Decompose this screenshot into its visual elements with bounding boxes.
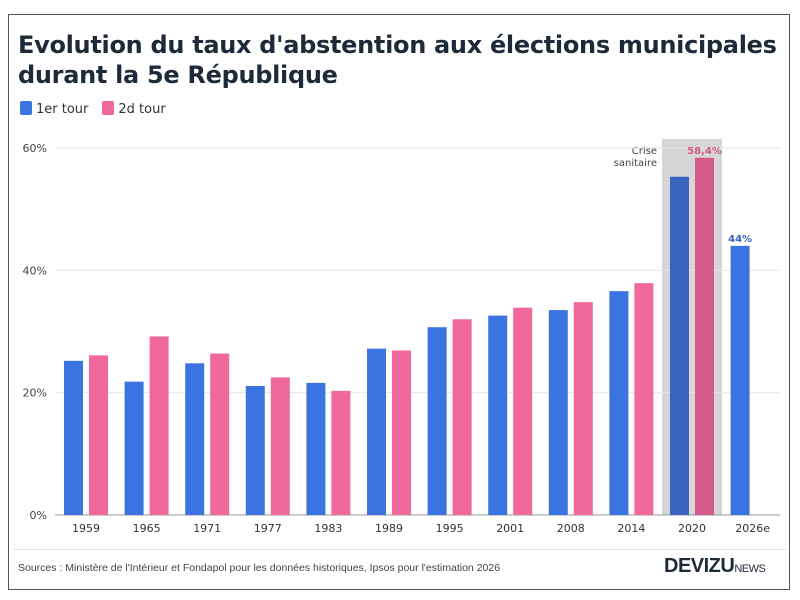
bar-1971-2d xyxy=(210,353,230,515)
bar-1965-2d xyxy=(149,336,169,515)
bar-2026e-1er xyxy=(730,245,750,515)
x-tick-label: 2001 xyxy=(496,522,524,535)
bar-1965-1er xyxy=(124,381,144,515)
bar-1959-1er xyxy=(64,360,83,515)
bar-2020-1er xyxy=(670,176,689,515)
data-label: 44% xyxy=(728,234,752,245)
bar-1977-2d xyxy=(270,377,290,515)
x-tick-label: 1965 xyxy=(133,522,161,535)
legend: 1er tour 2d tour xyxy=(20,101,166,117)
divider xyxy=(14,549,786,550)
bar-1983-2d xyxy=(331,390,351,515)
legend-label: 1er tour xyxy=(36,102,89,117)
highlight-label: Crise xyxy=(632,146,657,157)
x-tick-label: 2026e xyxy=(735,522,770,535)
legend-item-1er-tour: 1er tour xyxy=(20,101,88,117)
y-tick-label: 40% xyxy=(23,264,47,277)
x-tick-label: 1971 xyxy=(193,522,221,535)
bar-2008-2d xyxy=(573,302,593,515)
y-tick-label: 60% xyxy=(23,142,47,155)
bar-2008-1er xyxy=(548,310,568,515)
data-label: 58,4% xyxy=(687,146,722,157)
chart-title: Evolution du taux d'abstention aux élect… xyxy=(18,31,777,89)
bar-1977-1er xyxy=(245,385,265,515)
bar-1995-1er xyxy=(427,327,447,515)
legend-label: 2d tour xyxy=(118,102,166,117)
bar-2001-2d xyxy=(513,307,533,515)
bar-1995-2d xyxy=(452,319,472,515)
devizu-logo: DEVIZUNEWS xyxy=(664,555,766,577)
x-tick-label: 1959 xyxy=(72,522,100,535)
x-tick-label: 2008 xyxy=(557,522,585,535)
bar-2001-1er xyxy=(488,315,508,515)
bar-1983-1er xyxy=(306,382,326,515)
bar-2014-1er xyxy=(609,291,629,515)
sources-note: Sources : Ministère de l'Intérieur et Fo… xyxy=(18,562,501,574)
y-tick-label: 0% xyxy=(30,509,47,522)
bar-1989-1er xyxy=(367,348,386,515)
bar-1971-1er xyxy=(185,363,205,515)
x-tick-label: 1989 xyxy=(375,522,403,535)
chart-frame xyxy=(8,14,790,590)
x-tick-label: 2014 xyxy=(617,522,645,535)
bar-1989-2d xyxy=(392,350,411,515)
bar-2014-2d xyxy=(634,283,654,515)
x-tick-label: 1983 xyxy=(314,522,342,535)
bar-1959-2d xyxy=(89,355,108,515)
x-tick-label: 2020 xyxy=(678,522,706,535)
highlight-label: sanitaire xyxy=(614,158,657,169)
bar-2020-2d xyxy=(695,157,714,515)
x-tick-label: 1995 xyxy=(436,522,464,535)
x-tick-label: 1977 xyxy=(254,522,282,535)
y-tick-label: 20% xyxy=(23,387,47,400)
legend-item-2d-tour: 2d tour xyxy=(102,101,166,117)
